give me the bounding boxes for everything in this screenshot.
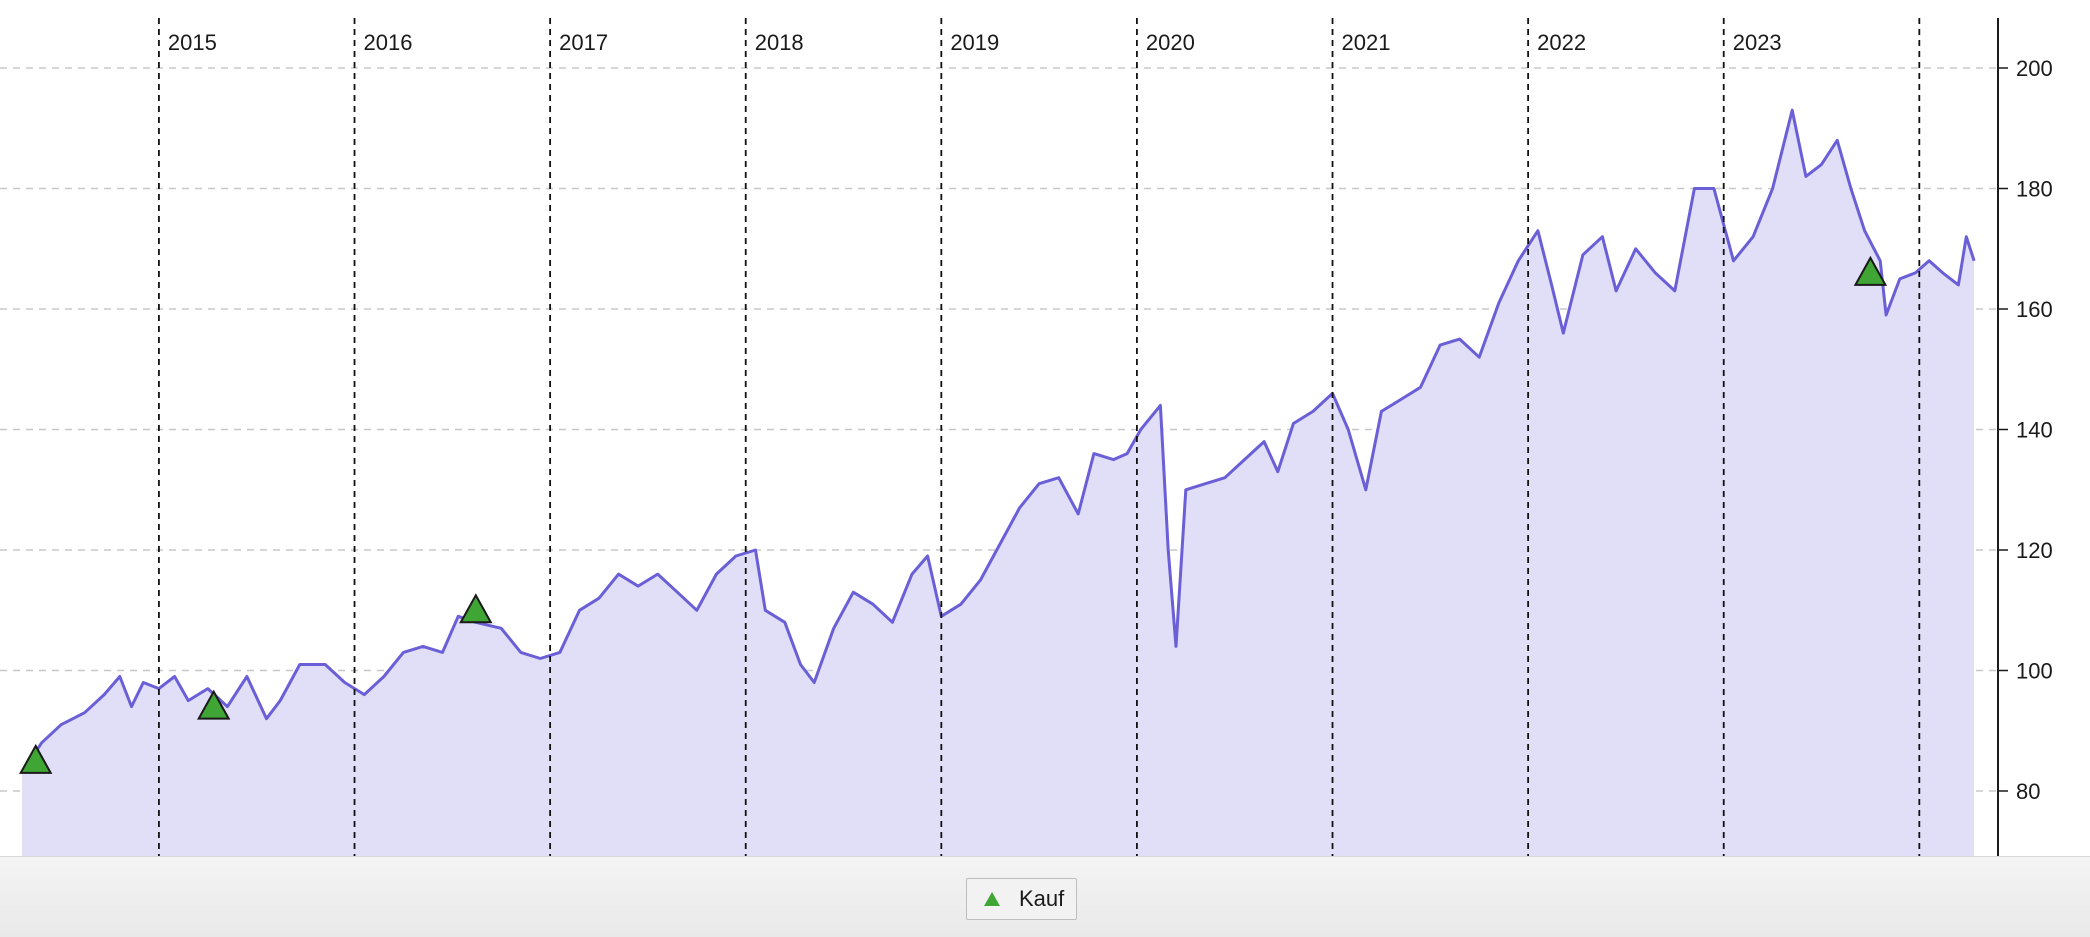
y-tick-label: 80 bbox=[2016, 779, 2040, 804]
year-label: 2017 bbox=[559, 30, 608, 55]
y-tick-label: 100 bbox=[2016, 659, 2053, 684]
legend-item-kauf[interactable]: Kauf bbox=[966, 878, 1078, 920]
y-tick-label: 140 bbox=[2016, 418, 2053, 443]
year-label: 2021 bbox=[1342, 30, 1391, 55]
chart-area: 80 100 120 140 160 180 200 2015 2016 2017 2018 2019… bbox=[0, 18, 2053, 856]
price-chart: 80 100 120 140 160 180 200 2015 2016 2017 2018 2019… bbox=[0, 18, 2053, 856]
year-label: 2019 bbox=[950, 30, 999, 55]
legend-bar: Kauf bbox=[0, 856, 2090, 937]
legend-label: Kauf bbox=[1019, 886, 1065, 911]
y-tick-label: 200 bbox=[2016, 56, 2053, 81]
area-fill bbox=[22, 110, 1975, 856]
y-tick-label: 160 bbox=[2016, 297, 2053, 322]
price-line bbox=[20, 108, 1976, 774]
year-label: 2015 bbox=[168, 30, 217, 55]
year-label: 2022 bbox=[1537, 30, 1586, 55]
y-tick-label: 180 bbox=[2016, 177, 2053, 202]
buy-marker bbox=[18, 743, 53, 774]
buy-marker bbox=[196, 689, 231, 720]
buy-marker bbox=[459, 593, 493, 624]
triangle-up-icon bbox=[984, 892, 1000, 906]
buy-marker bbox=[1853, 255, 1888, 286]
y-tick-label: 120 bbox=[2016, 538, 2053, 563]
year-label: 2018 bbox=[755, 30, 804, 55]
year-label: 2016 bbox=[364, 30, 413, 55]
year-label: 2023 bbox=[1733, 30, 1782, 55]
year-label: 2020 bbox=[1146, 30, 1195, 55]
